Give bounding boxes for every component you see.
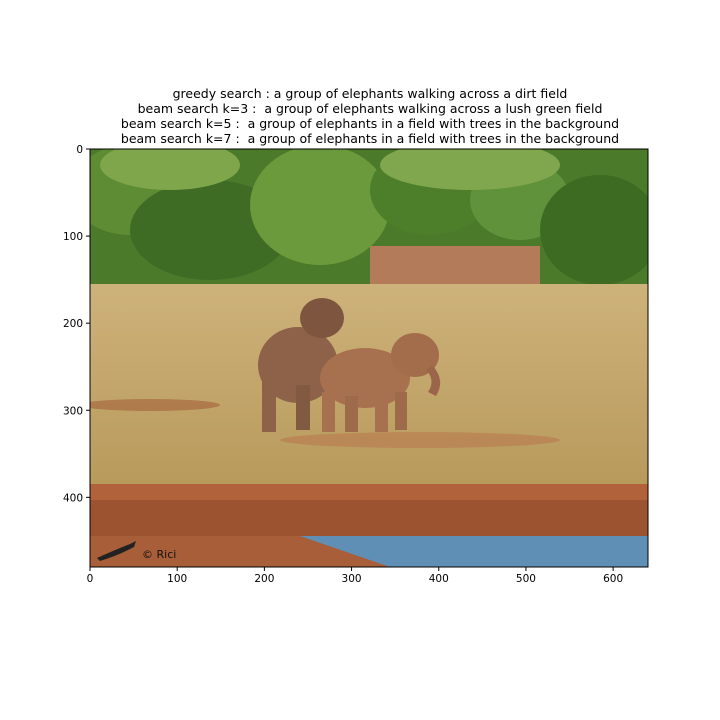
y-axis: 0 100 200 300 400 [63,144,90,504]
watermark: © Rici [142,548,176,561]
photo-elephants [90,149,648,567]
title-line-beam-5: beam search k=5 : a group of elephants i… [120,116,620,131]
x-tick-label: 500 [516,573,536,585]
x-tick-label: 0 [87,573,94,585]
x-axis: 0 100 200 300 400 500 600 [87,567,623,585]
image-frame [89,148,649,568]
title-line-beam-3: beam search k=3 : a group of elephants w… [137,101,603,116]
x-tick-label: 300 [342,573,362,585]
y-tick-label: 400 [63,492,83,504]
title-line-beam-7: beam search k=7 : a group of elephants i… [120,131,620,146]
x-tick-label: 200 [254,573,274,585]
x-tick-label: 400 [429,573,449,585]
y-tick-label: 300 [63,405,83,417]
y-tick-label: 200 [63,318,83,330]
y-tick-label: 0 [76,144,83,156]
y-tick-label: 100 [63,231,83,243]
title-line-greedy: greedy search : a group of elephants wal… [172,86,568,101]
x-tick-label: 600 [603,573,623,585]
x-tick-label: 100 [167,573,187,585]
